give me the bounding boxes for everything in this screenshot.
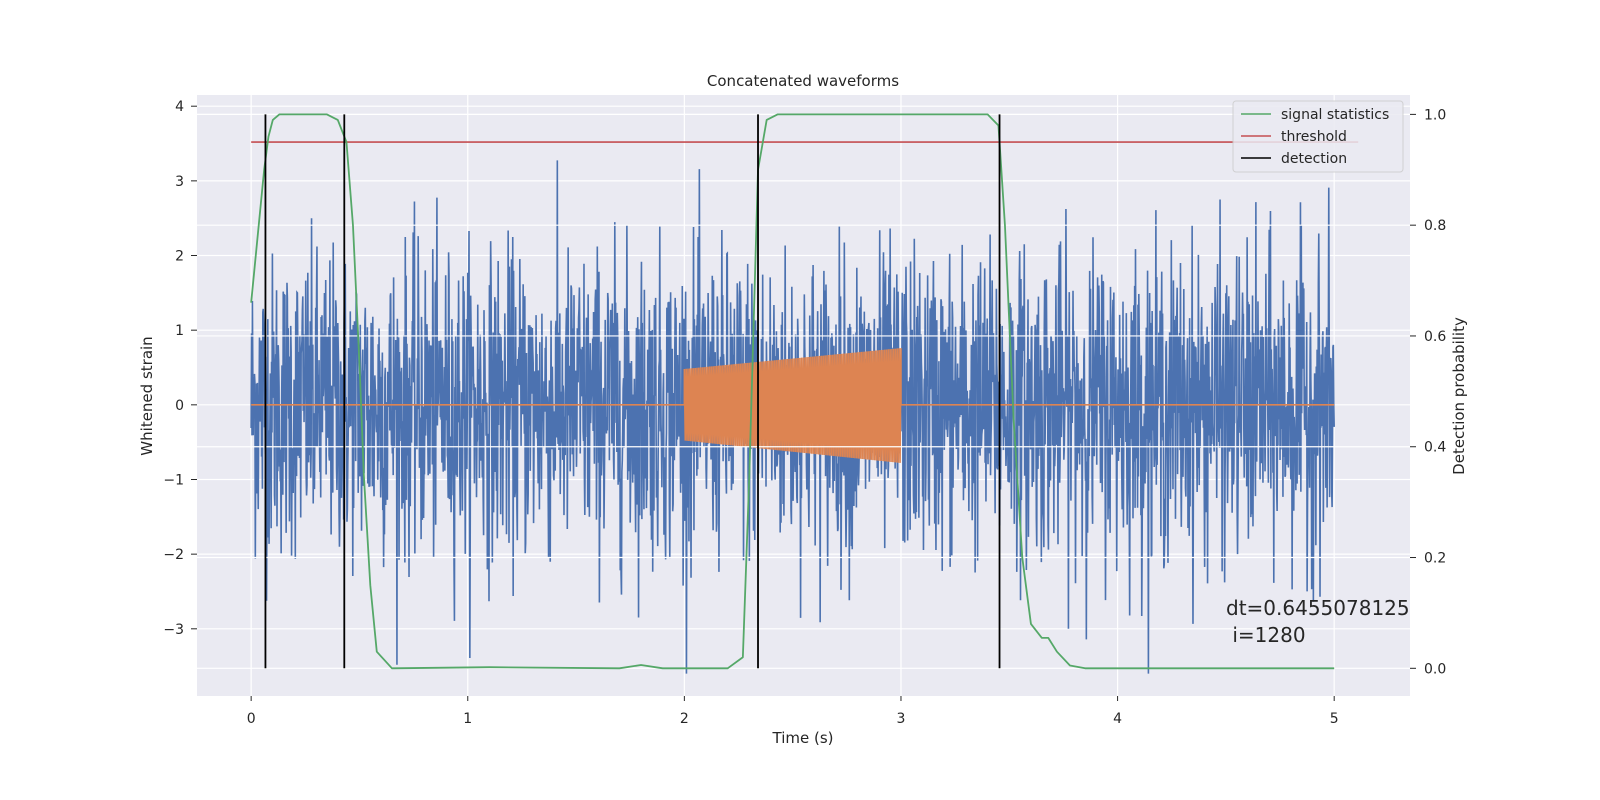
legend: signal statistics threshold detection bbox=[1232, 100, 1404, 173]
y-left-tick-label-6: 3 bbox=[175, 174, 184, 190]
x-axis-label: Time (s) bbox=[772, 729, 834, 747]
signal-statistics-line bbox=[250, 113, 1335, 670]
y-left-tick-label-4: 1 bbox=[175, 323, 184, 339]
x-tick-label-3: 3 bbox=[897, 711, 906, 727]
grid-y-right bbox=[197, 113, 1410, 670]
y-axis-label-left: Whitened strain bbox=[138, 336, 156, 455]
x-tick-label-5: 5 bbox=[1330, 711, 1339, 727]
y-right-tick-label-0: 0.0 bbox=[1424, 661, 1446, 677]
injected-waveform-line bbox=[251, 348, 1335, 463]
y-left-tick-label-2: −1 bbox=[163, 472, 184, 488]
chart-title: Concatenated waveforms bbox=[707, 72, 899, 90]
x-tick-label-1: 1 bbox=[463, 711, 472, 727]
y-right-tick-label-2: 0.4 bbox=[1424, 440, 1446, 456]
y-left-tick-label-1: −2 bbox=[163, 547, 184, 563]
y-left-tick-label-3: 0 bbox=[175, 398, 184, 414]
annotation-i: i=1280 bbox=[1226, 623, 1306, 647]
y-right-tick-label-4: 0.8 bbox=[1424, 218, 1446, 234]
x-tick-label-2: 2 bbox=[680, 711, 689, 727]
legend-box bbox=[1232, 100, 1404, 173]
ticks: 0 1 2 3 4 5 −3 −2 −1 0 1 2 3 4 0.0 0.2 0.4 0.6 0.8 1.0 bbox=[163, 99, 1446, 727]
legend-label-detection: detection bbox=[1281, 151, 1347, 167]
x-tick-label-4: 4 bbox=[1113, 711, 1122, 727]
y-left-tick-label-7: 4 bbox=[175, 99, 184, 115]
series bbox=[250, 160, 1335, 674]
annotation-dt: dt=0.6455078125 bbox=[1226, 596, 1410, 620]
legend-label-threshold: threshold bbox=[1281, 129, 1347, 145]
y-left-tick-label-5: 2 bbox=[175, 249, 184, 265]
y-axis-label-right: Detection probability bbox=[1450, 317, 1468, 475]
y-left-tick-label-0: −3 bbox=[163, 622, 184, 638]
y-right-tick-label-1: 0.2 bbox=[1424, 551, 1446, 567]
legend-label-signal-statistics: signal statistics bbox=[1281, 107, 1389, 123]
y-right-tick-label-3: 0.6 bbox=[1424, 329, 1446, 345]
x-tick-label-0: 0 bbox=[247, 711, 256, 727]
y-right-tick-label-5: 1.0 bbox=[1424, 107, 1446, 123]
